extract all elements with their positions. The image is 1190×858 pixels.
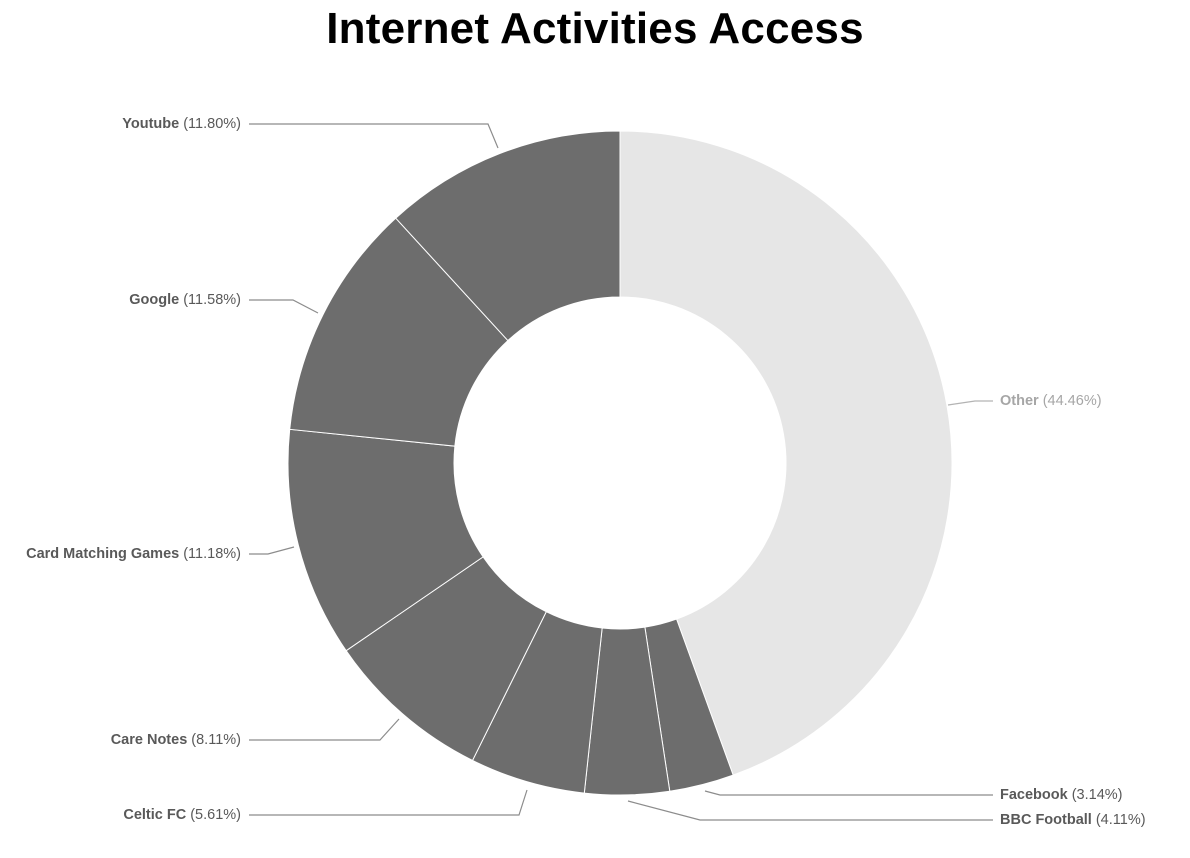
slice-label-card-matching-games: Card Matching Games <box>26 546 179 562</box>
slice-percent-celtic-fc: (5.61%) <box>186 807 241 823</box>
leader-line-facebook <box>704 790 993 796</box>
slice-youtube <box>395 130 621 342</box>
data-label-bbc-football: BBC Football (4.11%) <box>1000 812 1146 828</box>
data-label-google: Google (11.58%) <box>129 292 241 308</box>
data-label-care-notes: Care Notes (8.11%) <box>111 732 241 748</box>
slice-label-care-notes: Care Notes <box>111 732 188 748</box>
slice-percent-other: (44.46%) <box>1039 393 1102 409</box>
leader-line-google <box>249 299 319 314</box>
slice-label-celtic-fc: Celtic FC <box>123 807 186 823</box>
slice-label-facebook: Facebook <box>1000 787 1069 803</box>
chart-title: Internet Activities Access <box>326 4 864 53</box>
leader-line-youtube <box>249 123 499 149</box>
slice-percent-facebook: (3.14%) <box>1068 787 1123 803</box>
slice-label-google: Google <box>129 292 179 308</box>
data-label-other: Other (44.46%) <box>1000 393 1102 409</box>
data-label-youtube: Youtube (11.80%) <box>122 116 241 132</box>
leader-line-bbc-football <box>627 800 993 821</box>
slice-percent-care-notes: (8.11%) <box>187 732 241 748</box>
data-label-card-matching-games: Card Matching Games (11.18%) <box>26 546 241 562</box>
leader-line-celtic-fc <box>249 789 528 816</box>
data-label-celtic-fc: Celtic FC (5.61%) <box>123 807 241 823</box>
leader-line-other <box>947 400 993 406</box>
slice-label-bbc-football: BBC Football <box>1000 812 1092 828</box>
slice-percent-bbc-football: (4.11%) <box>1092 812 1146 828</box>
slice-other <box>619 130 953 776</box>
slice-card-matching-games <box>287 428 484 652</box>
leader-line-care-notes <box>249 718 400 741</box>
slice-label-youtube: Youtube <box>122 116 179 132</box>
slice-label-other: Other <box>1000 393 1039 409</box>
slice-percent-youtube: (11.80%) <box>179 116 241 132</box>
slice-percent-card-matching-games: (11.18%) <box>179 546 241 562</box>
leader-line-card-matching-games <box>249 546 295 555</box>
data-label-facebook: Facebook (3.14%) <box>1000 787 1123 803</box>
slice-percent-google: (11.58%) <box>179 292 241 308</box>
